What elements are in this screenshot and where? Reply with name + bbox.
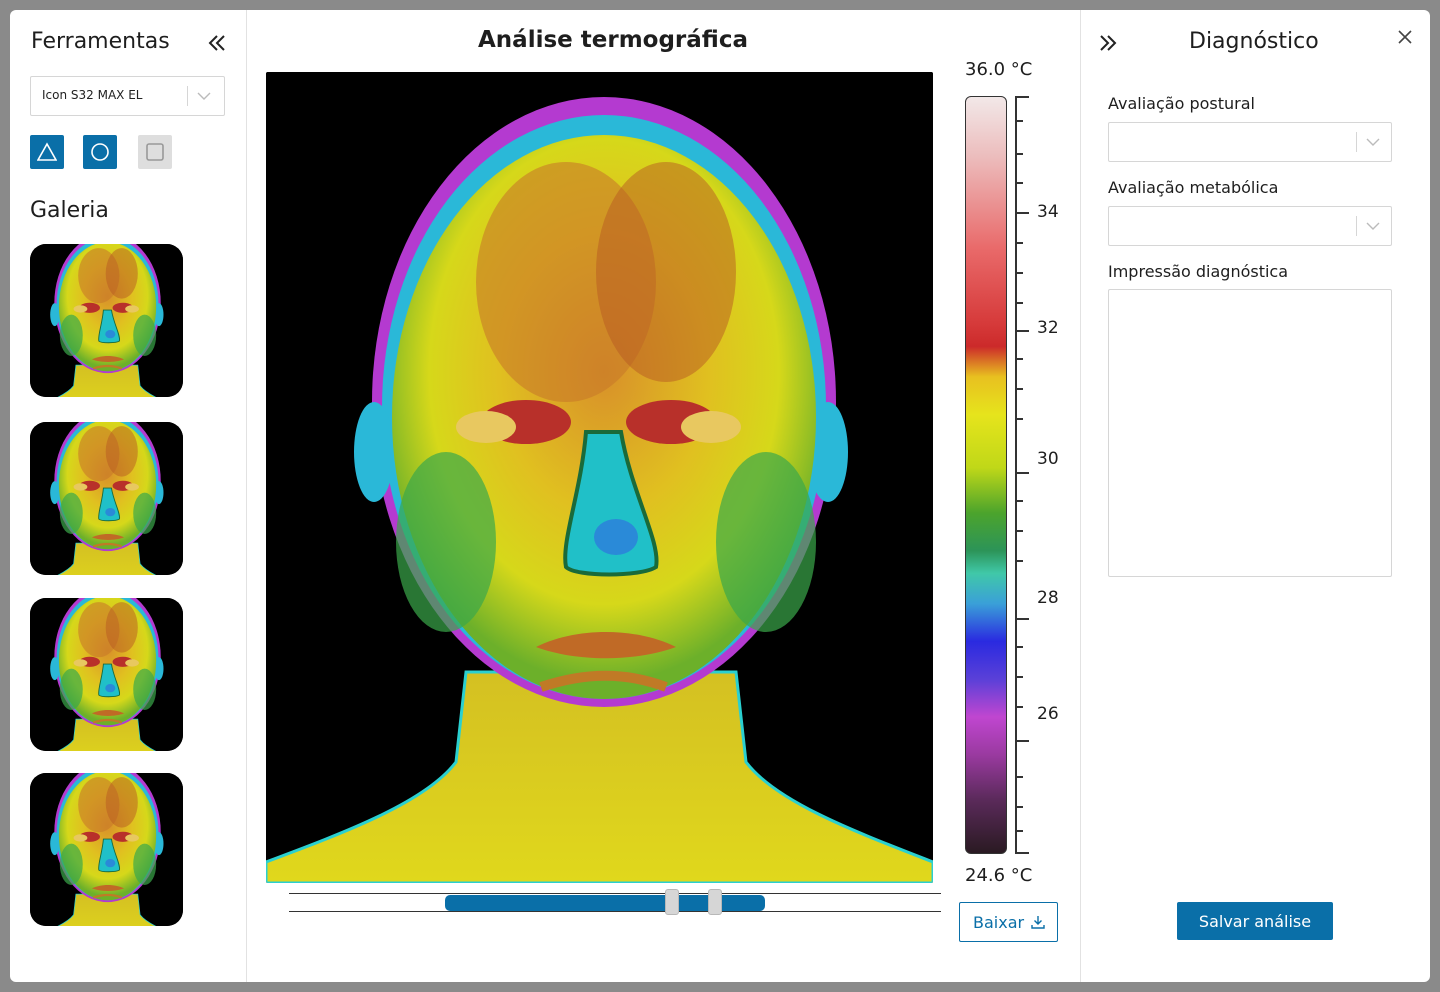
- scale-tick: [1017, 740, 1029, 742]
- metabolic-label: Avaliação metabólica: [1108, 178, 1279, 197]
- chevron-down-icon: [197, 92, 211, 100]
- slider-handle-low[interactable]: [665, 889, 680, 915]
- double-chevron-right-icon: [1100, 35, 1117, 51]
- postural-select[interactable]: [1108, 122, 1392, 162]
- download-icon: [1031, 916, 1045, 929]
- scale-tick: [1017, 852, 1029, 854]
- scale-tick-label: 32: [1037, 318, 1059, 338]
- square-tool-button[interactable]: [138, 135, 172, 169]
- tools-panel-title: Ferramentas: [31, 29, 170, 54]
- scale-tick: [1017, 560, 1023, 562]
- scale-axis: [1015, 96, 1017, 854]
- triangle-icon: [37, 142, 57, 161]
- close-icon: [1398, 30, 1412, 44]
- scale-tick: [1017, 153, 1023, 155]
- slider-track-top: [289, 893, 941, 894]
- scale-tick: [1017, 182, 1023, 184]
- thermal-image[interactable]: [266, 72, 933, 883]
- circle-tool-button[interactable]: [83, 135, 117, 169]
- select-divider: [1356, 216, 1357, 236]
- triangle-tool-button[interactable]: [30, 135, 64, 169]
- chevron-down-icon: [1366, 138, 1380, 146]
- double-chevron-left-icon: [208, 35, 225, 51]
- scale-tick: [1017, 676, 1023, 678]
- scale-tick-label: 30: [1037, 449, 1059, 469]
- scale-tick: [1017, 806, 1023, 808]
- scale-tick: [1017, 830, 1023, 832]
- gallery-thumbnail[interactable]: [30, 244, 183, 397]
- scale-tick: [1017, 212, 1029, 214]
- expand-panel-button[interactable]: [1097, 32, 1119, 54]
- thermal-thumbnail-image: [30, 773, 183, 926]
- slider-range-fill: [445, 895, 765, 911]
- select-divider: [187, 86, 188, 106]
- download-button[interactable]: Baixar: [959, 902, 1058, 942]
- scale-tick: [1017, 388, 1023, 390]
- gallery-thumbnail[interactable]: [30, 773, 183, 926]
- diagnosis-panel: Diagnóstico Avaliação postural Avaliação…: [1080, 10, 1430, 982]
- scale-tick-label: 28: [1037, 588, 1059, 608]
- analysis-title: Análise termográfica: [478, 27, 748, 53]
- scale-tick: [1017, 706, 1023, 708]
- app-window: Ferramentas Icon S32 MAX EL: [10, 10, 1430, 982]
- close-button[interactable]: [1395, 27, 1415, 47]
- device-select[interactable]: Icon S32 MAX EL: [30, 76, 225, 116]
- scale-tick-label: 26: [1037, 704, 1059, 724]
- select-divider: [1356, 132, 1357, 152]
- scale-tick-label: 34: [1037, 202, 1059, 222]
- scale-tick: [1017, 242, 1023, 244]
- scale-tick: [1017, 96, 1029, 98]
- impression-label: Impressão diagnóstica: [1108, 262, 1289, 281]
- square-icon: [146, 143, 164, 161]
- circle-icon: [91, 143, 109, 161]
- impression-textarea[interactable]: [1108, 289, 1392, 577]
- temperature-colorbar: [965, 96, 1007, 854]
- slider-handle-high[interactable]: [708, 889, 723, 915]
- scale-tick: [1017, 418, 1023, 420]
- thermal-thumbnail-image: [30, 422, 183, 575]
- temperature-range-slider[interactable]: [289, 889, 941, 915]
- gallery-thumbnail[interactable]: [30, 598, 183, 751]
- scale-tick: [1017, 120, 1023, 122]
- scale-tick: [1017, 776, 1023, 778]
- metabolic-select[interactable]: [1108, 206, 1392, 246]
- thermal-face-image: [266, 72, 933, 883]
- postural-label: Avaliação postural: [1108, 94, 1255, 113]
- diagnosis-title: Diagnóstico: [1189, 29, 1319, 54]
- scale-max-label: 36.0 °C: [965, 59, 1033, 80]
- scale-tick: [1017, 500, 1023, 502]
- scale-tick: [1017, 646, 1023, 648]
- gallery-title: Galeria: [30, 198, 109, 223]
- scale-tick: [1017, 530, 1023, 532]
- scale-tick: [1017, 358, 1023, 360]
- analysis-area: Análise termográfica 36.0 °C 34: [247, 10, 1080, 982]
- tools-panel: Ferramentas Icon S32 MAX EL: [10, 10, 247, 982]
- scale-tick: [1017, 302, 1023, 304]
- slider-track-bottom: [289, 911, 941, 912]
- scale-tick: [1017, 330, 1029, 332]
- thermal-thumbnail-image: [30, 598, 183, 751]
- download-button-label: Baixar: [973, 913, 1025, 932]
- chevron-down-icon: [1366, 222, 1380, 230]
- gallery-thumbnail[interactable]: [30, 422, 183, 575]
- scale-tick: [1017, 272, 1023, 274]
- device-select-value: Icon S32 MAX EL: [42, 88, 143, 102]
- scale-tick: [1017, 618, 1029, 620]
- scale-min-label: 24.6 °C: [965, 865, 1033, 886]
- save-analysis-label: Salvar análise: [1198, 912, 1312, 931]
- scale-tick: [1017, 472, 1029, 474]
- collapse-panel-button[interactable]: [206, 32, 228, 54]
- thermal-thumbnail-image: [30, 244, 183, 397]
- save-analysis-button[interactable]: Salvar análise: [1177, 902, 1333, 940]
